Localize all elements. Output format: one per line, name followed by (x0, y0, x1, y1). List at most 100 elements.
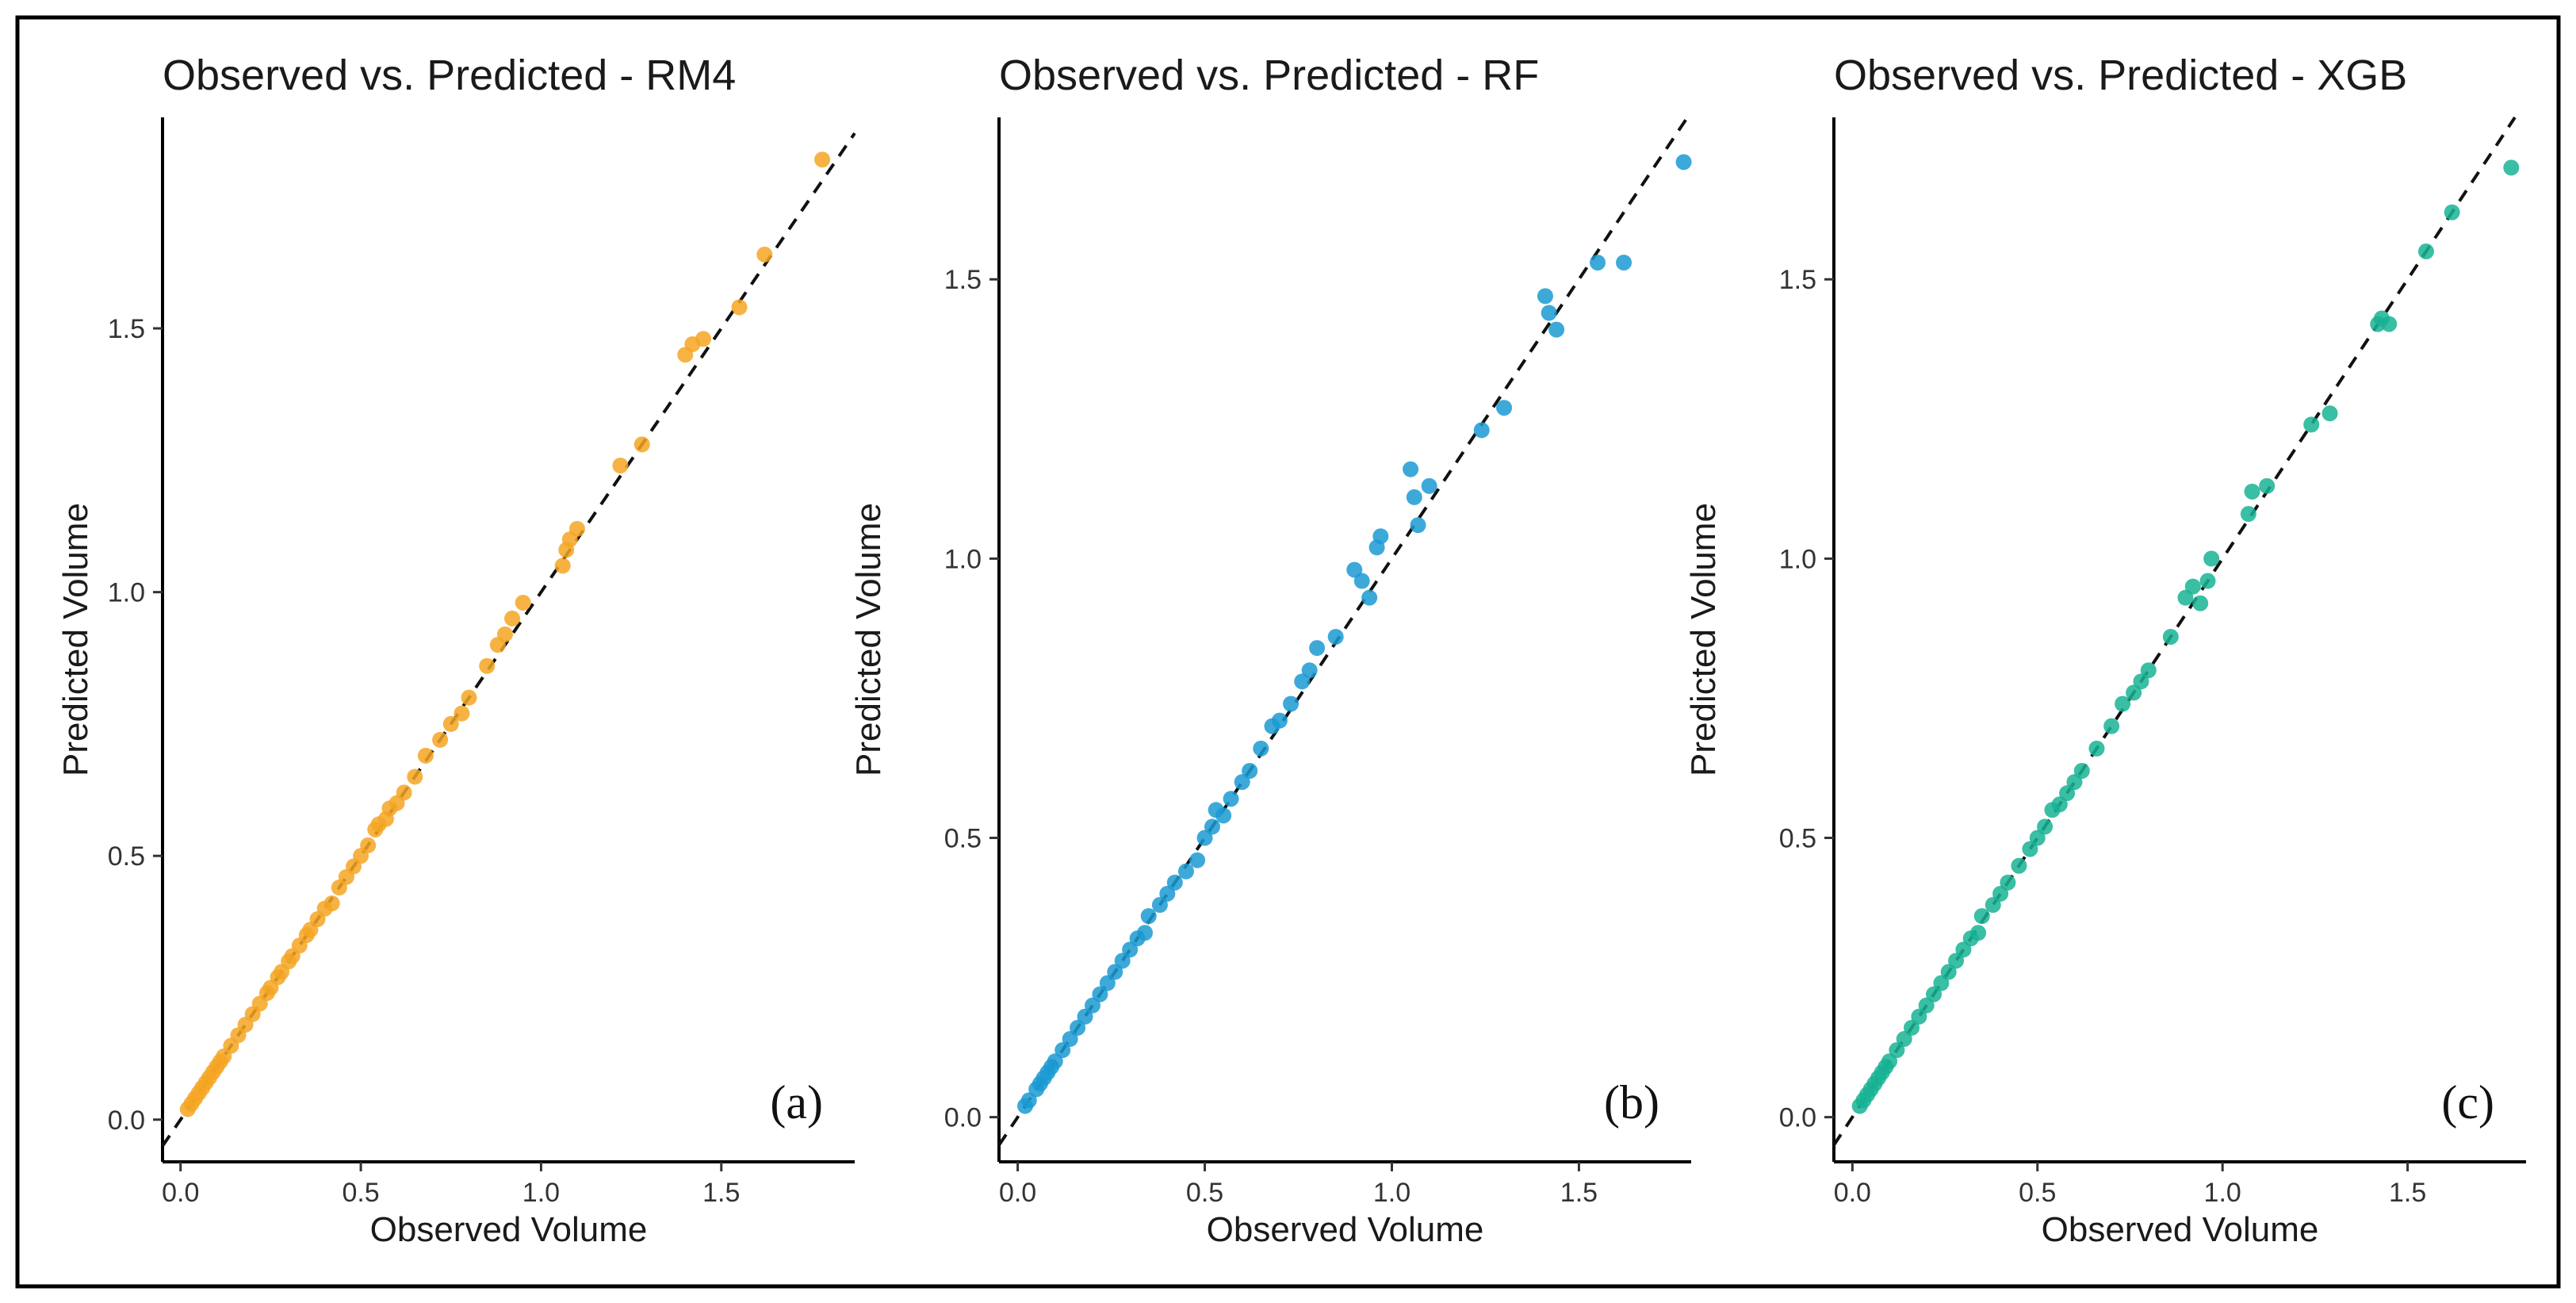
data-point (1077, 1008, 1093, 1025)
data-point (323, 895, 340, 912)
data-point (1020, 1092, 1037, 1109)
chart-panel-1: Observed vs. Predicted - RM4 0.0 0.5 1.0 1.5… (56, 52, 856, 1249)
data-point (2051, 796, 2068, 813)
y-axis-title: Predicted Volume (1684, 503, 1723, 776)
data-point (1062, 1031, 1078, 1048)
data-point (1911, 1008, 1927, 1025)
chart-panel-2: Observed vs. Predicted - RF 0.0 0.5 1.0 1.5 0… (849, 52, 1692, 1249)
data-point (515, 594, 531, 611)
data-point (1223, 791, 1239, 807)
data-point (1948, 952, 1965, 969)
chart-title: Observed vs. Predicted - XGB (1834, 52, 2407, 99)
x-tick-label: 1.0 (2204, 1178, 2241, 1208)
data-point (1675, 154, 1692, 171)
data-point (756, 246, 773, 263)
data-point (2240, 506, 2256, 523)
data-point (2059, 785, 2076, 802)
x-tick-label: 0.0 (1834, 1178, 1871, 1208)
data-point (1537, 288, 1553, 305)
data-point (1918, 997, 1935, 1014)
x-tick-label: 1.5 (2389, 1178, 2426, 1208)
data-point (1904, 1019, 1920, 1036)
x-tick-label: 0.0 (162, 1178, 199, 1208)
data-point (1403, 461, 1419, 477)
data-point (1196, 830, 1213, 846)
data-point (1327, 628, 1344, 645)
data-point (1107, 964, 1123, 980)
data-point (1159, 885, 1176, 902)
y-tick-label: 1.0 (108, 578, 145, 608)
data-point (2073, 763, 2090, 780)
data-point (2162, 628, 2179, 645)
data-point (554, 558, 571, 574)
charts-container: Observed vs. Predicted - RM4 0.0 0.5 1.0 1.5… (56, 52, 2526, 1249)
x-axis-title: Observed Volume (1207, 1210, 1484, 1249)
data-point (2444, 204, 2460, 220)
data-point (1271, 712, 1288, 729)
data-point (2126, 684, 2142, 701)
data-point (1361, 589, 1378, 606)
data-point (2011, 857, 2027, 874)
data-point (2303, 416, 2320, 433)
x-axis-title: Observed Volume (370, 1210, 648, 1249)
data-point (432, 731, 449, 748)
data-point (2029, 830, 2046, 846)
y-tick-label: 1.5 (944, 265, 982, 295)
data-point (1541, 305, 1557, 321)
panel-label: (a) (770, 1076, 823, 1129)
data-point (1346, 561, 1363, 578)
data-point (1055, 1042, 1071, 1059)
data-point (2199, 573, 2216, 589)
data-point (814, 151, 831, 168)
data-point (1590, 255, 1606, 271)
data-point (2184, 578, 2201, 595)
data-point (1242, 763, 1258, 780)
chart-title: Observed vs. Predicted - RF (999, 52, 1539, 99)
data-point (1294, 673, 1311, 690)
data-point (396, 784, 412, 801)
data-point (2177, 589, 2194, 606)
x-tick-label: 0.5 (2019, 1178, 2056, 1208)
panel-label: (b) (1604, 1076, 1659, 1129)
data-point (1309, 640, 1326, 657)
data-point (1353, 573, 1370, 589)
x-tick-label: 0.5 (342, 1178, 379, 1208)
data-point (2140, 662, 2157, 679)
data-point (1421, 477, 1437, 494)
data-point (479, 657, 496, 674)
data-point (1204, 818, 1220, 835)
data-point (1496, 400, 1513, 416)
data-point (2037, 818, 2054, 835)
data-point (2259, 477, 2276, 494)
data-point (1372, 528, 1389, 545)
figure-border (15, 15, 2561, 1289)
data-point (1234, 774, 1250, 791)
data-point (1940, 964, 1957, 980)
data-point (2321, 405, 2338, 422)
data-point (2503, 159, 2520, 176)
data-point (633, 436, 650, 453)
data-point (2000, 874, 2016, 891)
data-point (1473, 422, 1490, 439)
data-point (1283, 696, 1299, 712)
x-tick-label: 0.0 (999, 1178, 1036, 1208)
y-axis-title: Predicted Volume (56, 503, 95, 776)
data-point (504, 610, 521, 627)
data-point (2192, 595, 2209, 611)
data-point (461, 689, 477, 706)
y-tick-label: 1.0 (944, 544, 982, 574)
data-point (1084, 997, 1100, 1014)
data-point (1092, 986, 1108, 1002)
y-tick-label: 0.0 (108, 1106, 145, 1136)
data-point (2066, 774, 2083, 791)
data-point (1166, 874, 1183, 891)
data-point (2103, 718, 2120, 734)
data-point (612, 458, 629, 473)
x-tick-label: 1.5 (702, 1178, 740, 1208)
x-axis-title: Observed Volume (2042, 1210, 2319, 1249)
data-point (1881, 1053, 1898, 1070)
x-tick-label: 1.5 (1560, 1178, 1598, 1208)
data-point (1189, 852, 1206, 868)
x-tick-label: 1.0 (522, 1178, 560, 1208)
